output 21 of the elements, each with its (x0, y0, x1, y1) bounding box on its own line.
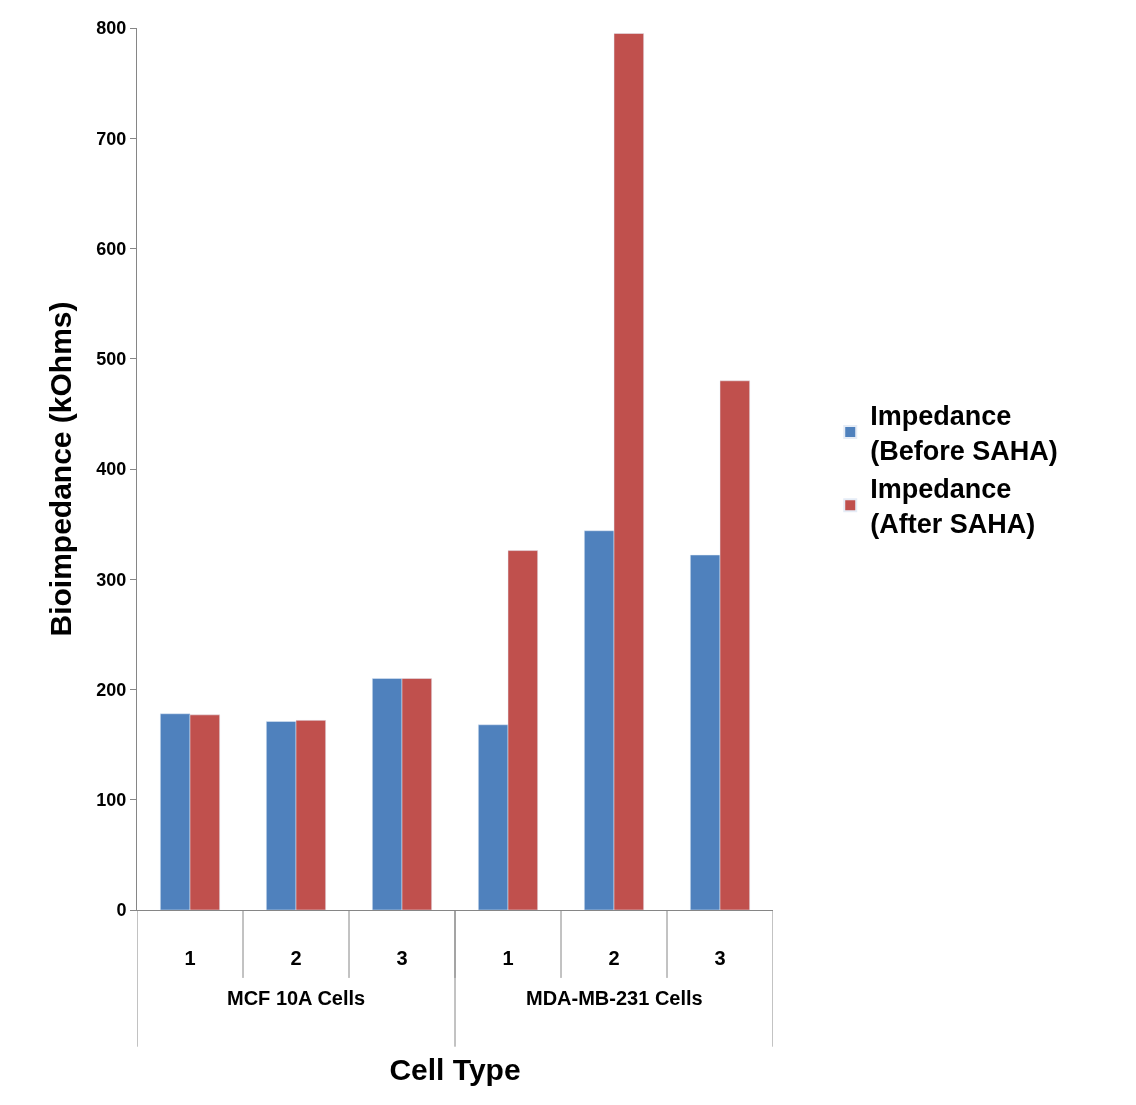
y-tick-label: 600 (96, 238, 127, 259)
y-tick-label: 200 (96, 679, 127, 700)
y-tick-label: 300 (96, 569, 127, 590)
legend-label: Impedance (Before SAHA) (870, 401, 1058, 467)
y-tick-label: 100 (96, 790, 127, 811)
legend-label: Impedance (After SAHA) (870, 474, 1036, 540)
x-tick-label: 1 (184, 947, 196, 969)
y-tick-label: 800 (96, 18, 127, 39)
y-tick-label: 400 (96, 459, 127, 480)
x-axis-title: Cell Type (389, 1052, 521, 1086)
y-tick-label: 0 (116, 900, 127, 921)
y-axis-title: Bioimpedance (kOhms) (44, 301, 78, 637)
x-tick-label: 2 (290, 947, 302, 969)
y-tick-label: 700 (96, 128, 127, 149)
x-tick-label: 1 (502, 947, 514, 969)
x-tick-label: 3 (396, 947, 408, 969)
x-tick-label: 3 (714, 947, 726, 969)
text: MDA-MB-231 Cells (526, 987, 703, 1009)
x-tick-label: 2 (608, 947, 620, 969)
text: MCF 10A Cells (227, 987, 366, 1009)
y-tick-label: 500 (96, 349, 127, 370)
